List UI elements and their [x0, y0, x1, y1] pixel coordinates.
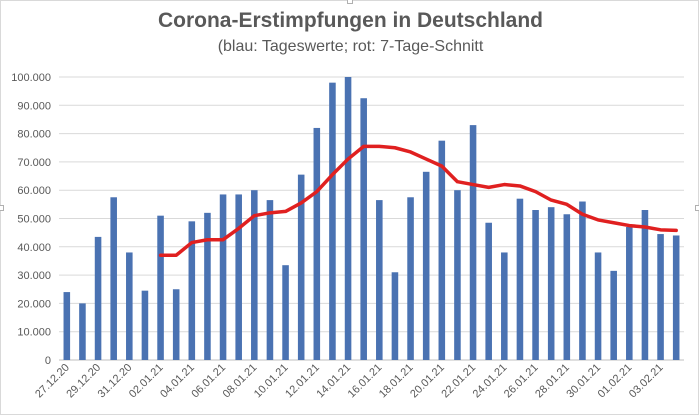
bar [204, 212, 211, 360]
bar [657, 234, 664, 360]
bar [266, 200, 274, 360]
bar [297, 174, 305, 360]
chart-title: Corona-Erstimpfungen in Deutschland [157, 9, 543, 32]
bar [454, 190, 461, 360]
bar [407, 197, 414, 360]
bar [594, 252, 602, 360]
bar [563, 214, 571, 360]
bar [532, 210, 539, 360]
bar [188, 221, 196, 360]
y-tick-label: 50.000 [17, 214, 51, 226]
bar [610, 270, 617, 360]
y-tick-label: 0 [45, 355, 51, 367]
y-tick-label: 60.000 [17, 185, 51, 197]
bar [141, 290, 149, 360]
y-tick-label: 90.000 [17, 100, 51, 112]
bar [251, 190, 258, 360]
bar [110, 197, 117, 360]
bar [157, 215, 164, 360]
y-tick-label: 80.000 [17, 129, 51, 141]
bar [422, 171, 430, 360]
bar [438, 140, 446, 360]
bar [547, 207, 555, 360]
chart-subtitle: (blau: Tageswerte; rot: 7-Tage-Schnitt [217, 38, 484, 55]
bar [641, 210, 649, 360]
bar [172, 289, 180, 360]
bar [579, 201, 586, 360]
y-tick-label: 100.000 [11, 72, 51, 84]
y-tick-label: 30.000 [17, 270, 51, 282]
bar [126, 252, 133, 360]
y-tick-label: 70.000 [17, 157, 51, 169]
bar [282, 265, 289, 360]
bar [235, 194, 242, 360]
bar [376, 200, 383, 360]
bar [672, 235, 680, 360]
x-tick-label: 03.02.21 [627, 362, 666, 401]
resize-handle-right[interactable] [695, 205, 699, 211]
y-tick-label: 40.000 [17, 242, 51, 254]
bar [469, 125, 477, 360]
bar [501, 252, 508, 360]
resize-handle-left[interactable] [0, 205, 4, 211]
bar [79, 303, 86, 360]
bar [485, 222, 492, 360]
y-tick-label: 20.000 [17, 298, 51, 310]
bar [360, 98, 367, 360]
resize-handle-top[interactable] [347, 0, 353, 4]
bar [391, 272, 399, 360]
bar [313, 127, 321, 360]
average-line [158, 144, 678, 258]
bar [344, 77, 352, 360]
bar [94, 236, 102, 360]
bar [626, 226, 633, 360]
bar [219, 194, 227, 360]
bar [63, 292, 71, 360]
bar [329, 82, 336, 360]
y-tick-label: 10.000 [17, 327, 51, 339]
bar [516, 198, 524, 360]
